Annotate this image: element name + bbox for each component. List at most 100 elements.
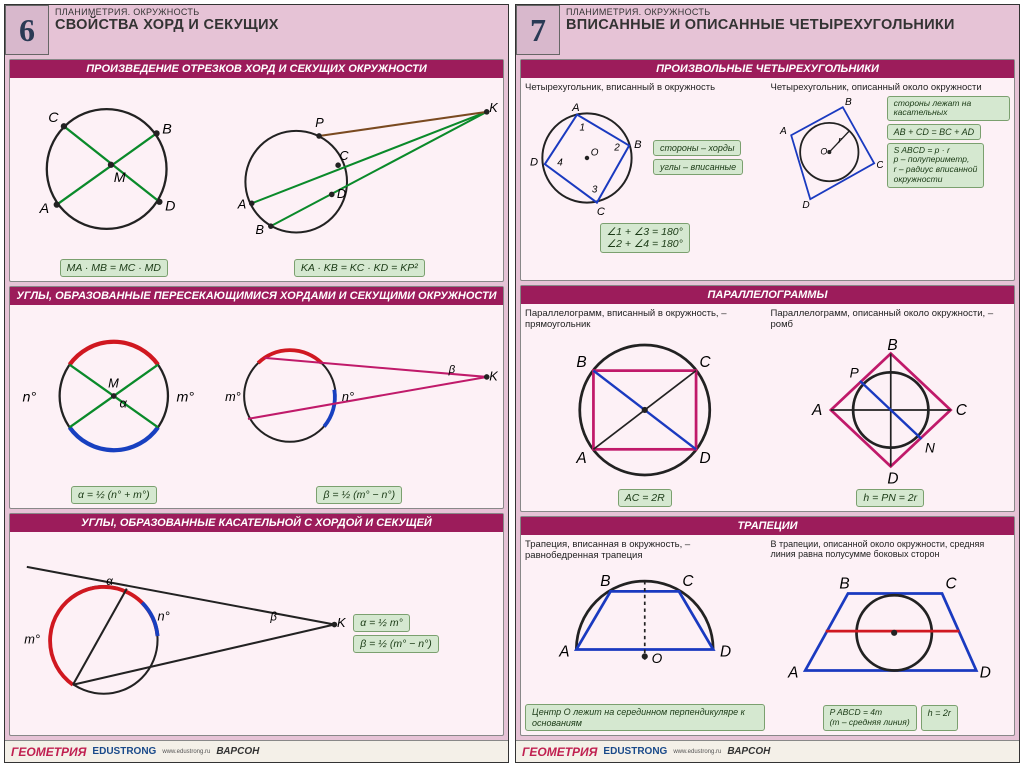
svg-text:4: 4 bbox=[557, 157, 563, 168]
section-trapezoids: ТРАПЕЦИИ Трапеция, вписанная в окружност… bbox=[520, 516, 1015, 736]
section-parallelograms: ПАРАЛЛЕЛОГРАММЫ Параллелограмм, вписанны… bbox=[520, 285, 1015, 513]
footer-bap: ВАРСОН bbox=[727, 746, 770, 757]
subject-label: ПЛАНИМЕТРИЯ. ОКРУЖНОСТЬ bbox=[566, 7, 1013, 17]
footer: ГЕОМЕТРИЯ EDUSTRONG www.edustrong.ru ВАР… bbox=[516, 740, 1019, 762]
svg-text:B: B bbox=[845, 97, 852, 108]
svg-text:D: D bbox=[530, 156, 538, 168]
svg-text:A: A bbox=[39, 201, 50, 217]
svg-text:M: M bbox=[108, 375, 119, 390]
diagram-circumscribed-quad: r AB CD O bbox=[771, 96, 883, 208]
svg-text:α: α bbox=[119, 395, 127, 410]
footer-edu: EDUSTRONG bbox=[92, 746, 156, 757]
svg-text:M: M bbox=[114, 170, 126, 186]
svg-text:n°: n° bbox=[158, 609, 170, 624]
formula: AB + CD = BC + AD bbox=[887, 124, 981, 140]
svg-text:m°: m° bbox=[24, 632, 40, 647]
svg-text:O: O bbox=[652, 652, 663, 667]
poster-7: 7 ПЛАНИМЕТРИЯ. ОКРУЖНОСТЬ ВПИСАННЫЕ И ОП… bbox=[515, 4, 1020, 763]
svg-text:C: C bbox=[945, 576, 957, 593]
svg-text:A: A bbox=[558, 644, 569, 661]
footer-geo: ГЕОМЕТРИЯ bbox=[11, 745, 86, 759]
svg-text:m°: m° bbox=[225, 390, 241, 404]
footer-geo: ГЕОМЕТРИЯ bbox=[522, 745, 597, 759]
subject-label: ПЛАНИМЕТРИЯ. ОКРУЖНОСТЬ bbox=[55, 7, 502, 17]
formula: S ABCD = p · r p – полупериметр, r – рад… bbox=[887, 143, 985, 188]
poster-header: 6 ПЛАНИМЕТРИЯ. ОКРУЖНОСТЬ СВОЙСТВА ХОРД … bbox=[5, 5, 508, 55]
svg-text:C: C bbox=[699, 354, 711, 371]
svg-text:C: C bbox=[682, 574, 694, 591]
formula: ∠1 + ∠3 = 180° ∠2 + ∠4 = 180° bbox=[600, 223, 690, 253]
svg-text:B: B bbox=[634, 139, 642, 151]
svg-text:K: K bbox=[489, 370, 498, 384]
diagram-inscribed-quad: AB CD 12 34 O bbox=[525, 96, 649, 220]
svg-text:B: B bbox=[576, 354, 586, 371]
footer-bap: ВАРСОН bbox=[216, 746, 259, 757]
svg-text:C: C bbox=[339, 149, 349, 163]
svg-text:P: P bbox=[849, 365, 859, 380]
diagram-circumscribed-rhombus: AB CD PN bbox=[771, 333, 1011, 487]
tag: углы – вписанные bbox=[653, 159, 743, 175]
formula: MA · MB = MC · MD bbox=[60, 259, 168, 277]
diagram-circumscribed-trapezoid: AB CD bbox=[771, 562, 1011, 702]
section-quadrilaterals: ПРОИЗВОЛЬНЫЕ ЧЕТЫРЕХУГОЛЬНИКИ Четырехуго… bbox=[520, 59, 1015, 281]
svg-text:α: α bbox=[106, 576, 113, 588]
section-chord-products: ПРОИЗВЕДЕНИЕ ОТРЕЗКОВ ХОРД И СЕКУЩИХ ОКР… bbox=[9, 59, 504, 282]
section-header: УГЛЫ, ОБРАЗОВАННЫЕ КАСАТЕЛЬНОЙ С ХОРДОЙ … bbox=[10, 514, 503, 532]
section-header: ПРОИЗВЕДЕНИЕ ОТРЕЗКОВ ХОРД И СЕКУЩИХ ОКР… bbox=[10, 60, 503, 78]
svg-text:C: C bbox=[955, 402, 967, 419]
svg-text:β: β bbox=[447, 364, 455, 376]
diagram-angle-secants: m° n° β K bbox=[220, 309, 499, 483]
svg-text:K: K bbox=[337, 615, 346, 630]
svg-text:D: D bbox=[802, 200, 809, 208]
poster-title: ВПИСАННЫЕ И ОПИСАННЫЕ ЧЕТЫРЕХУГОЛЬНИКИ bbox=[566, 17, 1013, 33]
formula: AC = 2R bbox=[618, 489, 672, 507]
tag: стороны – хорды bbox=[653, 140, 742, 156]
svg-text:A: A bbox=[575, 450, 586, 467]
note: Четырехугольник, вписанный в окружность bbox=[525, 82, 765, 93]
svg-text:A: A bbox=[787, 665, 798, 682]
svg-text:B: B bbox=[255, 223, 264, 237]
diagram-angle-intersecting-chords: Mα n° m° bbox=[14, 309, 214, 483]
svg-text:n°: n° bbox=[342, 390, 354, 404]
note: В трапеции, описанной около окружности, … bbox=[771, 539, 1011, 559]
poster-number: 6 bbox=[5, 5, 49, 55]
svg-text:D: D bbox=[887, 470, 898, 486]
svg-text:A: A bbox=[811, 402, 822, 419]
svg-text:O: O bbox=[820, 146, 827, 156]
svg-text:C: C bbox=[876, 160, 883, 171]
svg-text:B: B bbox=[839, 576, 849, 593]
note: Четырехугольник, описанный около окружно… bbox=[771, 82, 1011, 93]
svg-text:2: 2 bbox=[613, 143, 620, 154]
formula: P ABCD = 4m (m – средняя линия) bbox=[823, 705, 917, 731]
note: Параллелограмм, описанный около окружнос… bbox=[771, 308, 1011, 330]
section-header: ТРАПЕЦИИ bbox=[521, 517, 1014, 535]
svg-text:D: D bbox=[165, 198, 175, 214]
formula: β = ½ (m° − n°) bbox=[353, 635, 439, 653]
svg-text:B: B bbox=[162, 121, 172, 137]
svg-text:A: A bbox=[236, 197, 245, 211]
svg-text:1: 1 bbox=[580, 123, 586, 134]
footer: ГЕОМЕТРИЯ EDUSTRONG www.edustrong.ru ВАР… bbox=[5, 740, 508, 762]
svg-text:A: A bbox=[778, 126, 786, 137]
svg-text:K: K bbox=[489, 101, 498, 115]
svg-text:m°: m° bbox=[177, 390, 195, 406]
formula: KA · KB = KC · KD = KP² bbox=[294, 259, 425, 277]
footer-edu: EDUSTRONG bbox=[603, 746, 667, 757]
diagram-inscribed-rectangle: BC AD bbox=[525, 333, 765, 487]
section-header: ПРОИЗВОЛЬНЫЕ ЧЕТЫРЕХУГОЛЬНИКИ bbox=[521, 60, 1014, 78]
svg-text:n°: n° bbox=[23, 390, 37, 406]
formula: Центр O лежит на серединном перпендикуля… bbox=[525, 704, 765, 731]
section-angles-chords: УГЛЫ, ОБРАЗОВАННЫЕ ПЕРЕСЕКАЮЩИМИСЯ ХОРДА… bbox=[9, 286, 504, 509]
svg-text:C: C bbox=[597, 206, 606, 218]
poster-number: 7 bbox=[516, 5, 560, 55]
svg-text:β: β bbox=[269, 612, 277, 624]
section-angles-tangent: УГЛЫ, ОБРАЗОВАННЫЕ КАСАТЕЛЬНОЙ С ХОРДОЙ … bbox=[9, 513, 504, 736]
svg-text:C: C bbox=[48, 110, 59, 126]
poster-title: СВОЙСТВА ХОРД И СЕКУЩИХ bbox=[55, 17, 502, 33]
diagram-chords-intersect: M A B C D bbox=[14, 82, 214, 256]
tag: стороны лежат на касательных bbox=[887, 96, 1010, 121]
svg-text:D: D bbox=[720, 644, 731, 661]
poster-6: 6 ПЛАНИМЕТРИЯ. ОКРУЖНОСТЬ СВОЙСТВА ХОРД … bbox=[4, 4, 509, 763]
svg-text:P: P bbox=[315, 116, 324, 130]
formula: α = ½ m° bbox=[353, 614, 410, 632]
